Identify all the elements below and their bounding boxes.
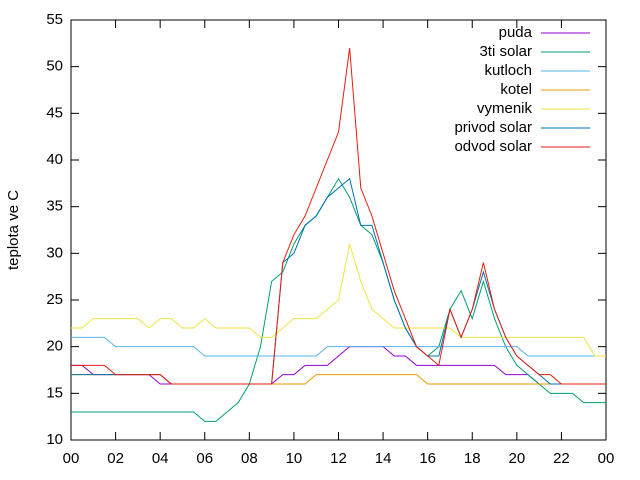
y-tick-label: 40 — [46, 151, 63, 168]
series-line — [71, 243, 606, 357]
y-tick-label: 50 — [46, 58, 63, 75]
x-tick-label: 12 — [330, 450, 347, 467]
legend-label: vymenik — [477, 100, 533, 117]
x-tick-label: 00 — [63, 450, 80, 467]
legend-label: puda — [499, 24, 533, 41]
legend-label: kotel — [500, 81, 532, 98]
x-tick-label: 14 — [375, 450, 392, 467]
x-tick-label: 02 — [107, 450, 124, 467]
legend-label: privod solar — [454, 119, 532, 136]
plot-frame — [70, 19, 607, 441]
series-line — [71, 47, 606, 385]
y-tick-label: 55 — [46, 11, 63, 28]
y-tick-label: 30 — [46, 244, 63, 261]
legend-label: odvod solar — [454, 138, 532, 155]
y-tick-label: 20 — [46, 338, 63, 355]
series-line — [71, 336, 606, 357]
x-tick-label: 04 — [152, 450, 169, 467]
y-tick-label: 15 — [46, 384, 63, 401]
x-tick-label: 00 — [598, 450, 615, 467]
x-tick-label: 10 — [286, 450, 303, 467]
y-axis-label: teplota ve C — [5, 190, 22, 270]
x-tick-label: 22 — [553, 450, 570, 467]
series-line — [71, 346, 606, 385]
legend-label: 3ti solar — [479, 43, 532, 60]
y-tick-label: 10 — [46, 431, 63, 448]
x-tick-label: 18 — [464, 450, 481, 467]
x-tick-label: 20 — [508, 450, 525, 467]
series-line — [71, 177, 606, 422]
y-tick-label: 45 — [46, 104, 63, 121]
y-tick-label: 35 — [46, 198, 63, 215]
y-tick-label: 25 — [46, 291, 63, 308]
x-tick-label: 16 — [419, 450, 436, 467]
series-line — [71, 177, 606, 385]
x-tick-label: 08 — [241, 450, 258, 467]
x-tick-label: 06 — [196, 450, 213, 467]
legend-label: kutloch — [484, 62, 532, 79]
